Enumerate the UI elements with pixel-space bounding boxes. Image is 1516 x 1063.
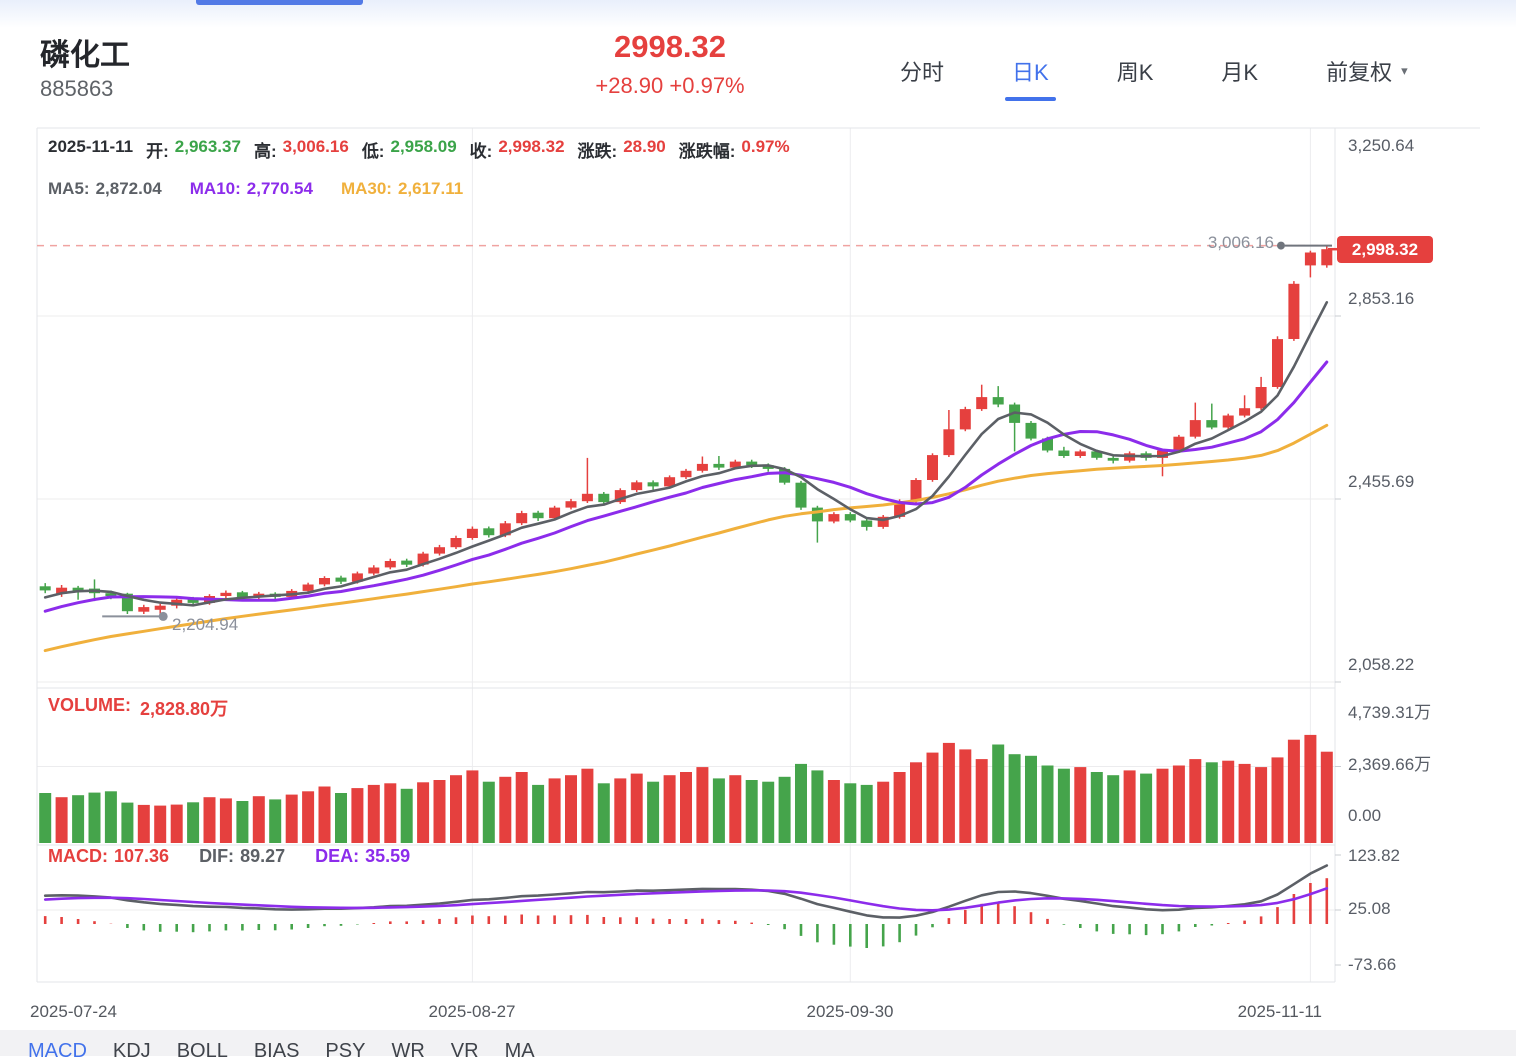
stock-code: 885863	[40, 76, 114, 101]
ma5-group: MA5: 2,872.04	[48, 179, 162, 199]
change-pct-value: 0.97%	[741, 137, 790, 156]
indicator-bias[interactable]: BIAS	[253, 1040, 300, 1062]
price-change: +28.90 +0.97%	[595, 72, 745, 98]
high-label: 高:	[253, 142, 277, 161]
macd-header: MACD: 107.36 DIF: 89.27 DEA: 35.59	[48, 846, 410, 867]
lowest-price-marker-label: 2,204.94	[172, 615, 239, 634]
volume-axis-tick: 2,369.66万	[1348, 755, 1432, 774]
change-pct-label: 涨跌幅:	[678, 142, 736, 161]
ma-info-row: MA5: 2,872.04 MA10: 2,770.54 MA30: 2,617…	[48, 179, 463, 199]
macd-group: MACD: 107.36	[48, 846, 169, 867]
ma5-label: MA5:	[48, 179, 90, 198]
info-low: 低: 2,958.09	[362, 137, 457, 162]
x-axis-date: 2025-07-24	[30, 1002, 117, 1021]
tab-weekly-k[interactable]: 周K	[1116, 60, 1154, 85]
ma10-label: MA10:	[189, 179, 241, 198]
change-label: 涨跌:	[577, 142, 618, 161]
ma10-group: MA10: 2,770.54	[190, 179, 313, 199]
tab-daily-k-label: 日K	[1012, 60, 1049, 85]
info-change-pct: 涨跌幅: 0.97%	[679, 137, 790, 162]
indicator-psy[interactable]: PSY	[325, 1040, 366, 1062]
price-block: 2998.32 +28.90 +0.97%	[540, 28, 800, 99]
ma10-value: 2,770.54	[246, 179, 313, 198]
tab-minute[interactable]: 分时	[900, 60, 945, 85]
volume-value: 2,828.80万	[140, 699, 229, 719]
indicator-kdj[interactable]: KDJ	[112, 1040, 151, 1062]
dif-value: 89.27	[240, 846, 286, 866]
open-label: 开:	[146, 142, 169, 161]
info-close: 收: 2,998.32	[470, 137, 565, 162]
volume-header: VOLUME: 2,828.80万	[48, 695, 228, 721]
indicator-boll[interactable]: BOLL	[176, 1040, 228, 1062]
dea-group: DEA: 35.59	[315, 846, 410, 867]
ma30-value: 2,617.11	[397, 179, 464, 198]
ma5-value: 2,872.04	[95, 179, 162, 198]
low-label: 低:	[361, 142, 385, 161]
info-change: 涨跌: 28.90	[578, 137, 666, 162]
macd-axis-tick: 123.82	[1348, 846, 1400, 865]
indicator-ma[interactable]: MA	[504, 1040, 535, 1062]
price-axis-tick: 2,455.69	[1348, 472, 1415, 491]
highest-price-marker-label: 3,006.16	[1207, 233, 1274, 252]
indicator-menu: MACD KDJ BOLL BIAS PSY WR VR MA	[28, 1040, 535, 1063]
adjust-type-dropdown[interactable]: 前复权 ▾	[1326, 55, 1408, 87]
price-axis-tick: 2,853.16	[1348, 289, 1415, 308]
dif-group: DIF: 89.27	[199, 846, 285, 867]
dea-label: DEA:	[315, 846, 360, 866]
tab-monthly-k[interactable]: 月K	[1221, 60, 1259, 85]
volume-label: VOLUME:	[48, 695, 131, 715]
indicator-macd[interactable]: MACD	[28, 1040, 87, 1062]
stock-title: 磷化工	[40, 39, 130, 72]
low-value: 2,958.09	[390, 137, 457, 156]
volume-axis-tick: 0.00	[1348, 806, 1382, 825]
top-accent-bar	[196, 0, 363, 5]
macd-value: 107.36	[114, 846, 170, 866]
open-value: 2,963.37	[174, 137, 241, 156]
macd-axis-tick: 25.08	[1348, 899, 1391, 918]
x-axis-date: 2025-11-11	[1237, 1002, 1322, 1021]
period-tabs: 分时 日K 周K 月K 前复权 ▾	[900, 55, 1408, 101]
ma30-label: MA30:	[340, 179, 392, 198]
tab-daily-k[interactable]: 日K	[1005, 55, 1056, 101]
current-price-badge: 2,998.32	[1337, 236, 1433, 263]
dif-label: DIF:	[199, 846, 235, 866]
caret-down-icon: ▾	[1401, 63, 1408, 78]
current-price: 2998.32	[613, 29, 727, 64]
x-axis-date: 2025-08-27	[428, 1002, 516, 1021]
indicator-wr[interactable]: WR	[391, 1040, 425, 1062]
adjust-type-label: 前复权	[1326, 60, 1393, 85]
bottom-strip	[0, 1030, 1516, 1056]
ohlc-info-row: 2025-11-11 开: 2,963.37 高: 3,006.16 低: 2,…	[48, 137, 790, 162]
macd-axis-tick: -73.66	[1348, 955, 1397, 974]
info-high: 高: 3,006.16	[254, 137, 349, 162]
volume-axis-tick: 4,739.31万	[1348, 703, 1432, 722]
close-label: 收:	[469, 142, 493, 161]
close-value: 2,998.32	[498, 137, 565, 156]
info-date: 2025-11-11	[48, 137, 134, 156]
active-tab-underline	[1005, 97, 1056, 101]
ma30-group: MA30: 2,617.11	[341, 179, 463, 199]
indicator-vr[interactable]: VR	[450, 1040, 479, 1062]
info-open: 开: 2,963.37	[146, 137, 241, 162]
x-axis-date: 2025-09-30	[806, 1002, 894, 1021]
dea-value: 35.59	[365, 846, 411, 866]
price-axis-tick: 3,250.64	[1348, 136, 1415, 155]
change-value: 28.90	[623, 137, 666, 156]
high-value: 3,006.16	[282, 137, 349, 156]
macd-label: MACD:	[48, 846, 108, 866]
price-axis-tick: 2,058.22	[1348, 655, 1415, 674]
